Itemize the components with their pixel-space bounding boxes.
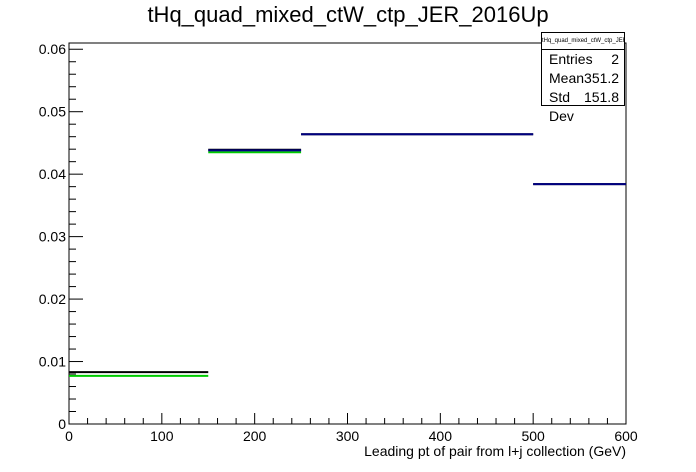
y-tick-label: 0.04 [39,166,66,182]
stats-row-mean: Mean 351.2 [542,69,624,88]
x-axis-label: Leading pt of pair from l+j collection (… [364,443,626,459]
stats-row-entries: Entries 2 [542,50,624,69]
y-tick-label: 0.05 [39,104,66,120]
x-tick-label: 300 [336,428,360,444]
stats-value: 151.8 [583,89,619,105]
x-tick-label: 200 [243,428,267,444]
stats-label: Std Dev [549,89,574,124]
stats-box-name: tHq_quad_mixed_ctW_ctp_JER_2016Up [542,33,624,50]
x-tick-label: 500 [521,428,545,444]
x-tick-label: 0 [65,428,73,444]
y-tick-label: 0.02 [39,291,66,307]
y-tick-label: 0.03 [39,229,66,245]
stats-box: tHq_quad_mixed_ctW_ctp_JER_2016Up Entrie… [541,32,625,124]
chart-title: tHq_quad_mixed_ctW_ctp_JER_2016Up [147,2,549,27]
x-tick-label: 400 [429,428,453,444]
stats-value: 351.2 [584,70,620,86]
y-tick-label: 0 [58,416,66,432]
y-tick-label: 0.01 [39,354,66,370]
x-tick-label: 600 [614,428,638,444]
stats-value: 2 [611,51,619,67]
stats-label: Entries [549,51,593,67]
y-tick-label: 0.06 [39,41,66,57]
x-tick-label: 100 [150,428,174,444]
stats-label: Mean [549,70,585,86]
stats-row-stddev: Std Dev 151.8 [542,88,624,126]
